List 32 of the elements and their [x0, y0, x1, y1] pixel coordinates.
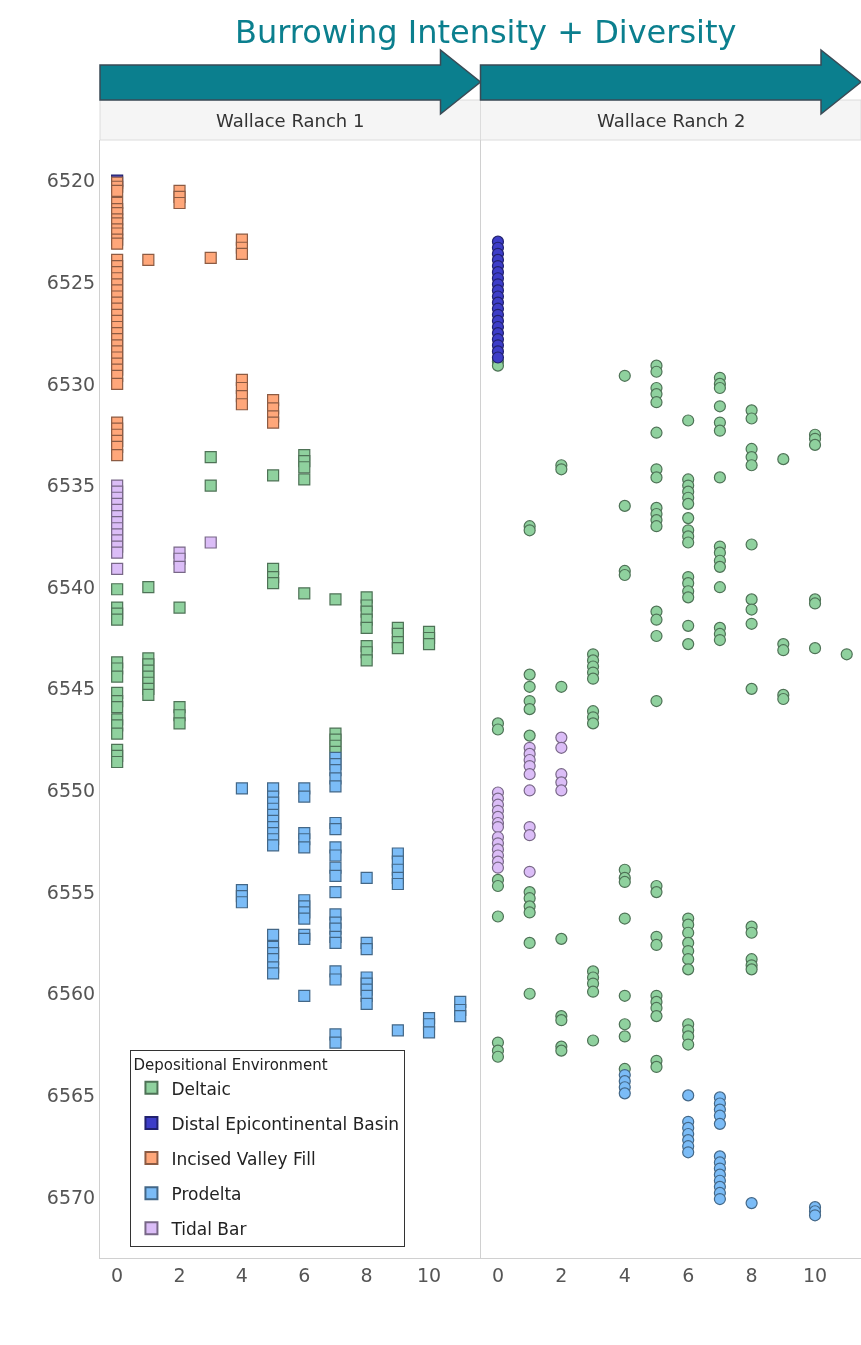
- y-tick-label: 6565: [46, 1084, 96, 1107]
- y-tick-label: 6560: [46, 982, 96, 1005]
- chart-title: Burrowing Intensity + Diversity: [235, 13, 737, 51]
- legend-label: Tidal Bar: [170, 1218, 247, 1239]
- x-tick-label: 0: [111, 1263, 124, 1286]
- chart-subtitle: Wallace Ranch 1: [216, 110, 365, 131]
- y-tick-label: 6545: [46, 677, 96, 700]
- y-tick-label: 6520: [46, 169, 96, 192]
- chart-subtitle: Wallace Ranch 2: [597, 110, 746, 131]
- x-tick-label: 10: [802, 1263, 828, 1286]
- x-tick-label: 2: [173, 1263, 186, 1286]
- y-tick-label: 6535: [46, 474, 96, 497]
- legend-label: Incised Valley Fill: [171, 1148, 316, 1169]
- y-tick-label: 6530: [46, 372, 96, 395]
- legend-title: Depositional Environment: [133, 1056, 328, 1075]
- x-tick-label: 8: [360, 1263, 373, 1286]
- y-tick-label: 6540: [46, 575, 96, 598]
- x-tick-label: 6: [298, 1263, 311, 1286]
- x-tick-label: 6: [682, 1263, 695, 1286]
- y-tick-label: 6570: [46, 1185, 96, 1208]
- y-tick-label: 6555: [46, 880, 96, 903]
- legend-label: Distal Epicontinental Basin: [171, 1113, 400, 1134]
- y-tick-label: 6550: [46, 779, 96, 802]
- x-tick-label: 4: [235, 1263, 248, 1286]
- legend-label: Deltaic: [171, 1078, 231, 1099]
- legend-label: Prodelta: [171, 1183, 242, 1204]
- y-tick-label: 6525: [46, 270, 96, 293]
- x-tick-label: 10: [416, 1263, 442, 1286]
- x-tick-label: 0: [491, 1263, 504, 1286]
- x-tick-label: 4: [618, 1263, 631, 1286]
- x-tick-label: 2: [555, 1263, 568, 1286]
- x-tick-label: 8: [745, 1263, 758, 1286]
